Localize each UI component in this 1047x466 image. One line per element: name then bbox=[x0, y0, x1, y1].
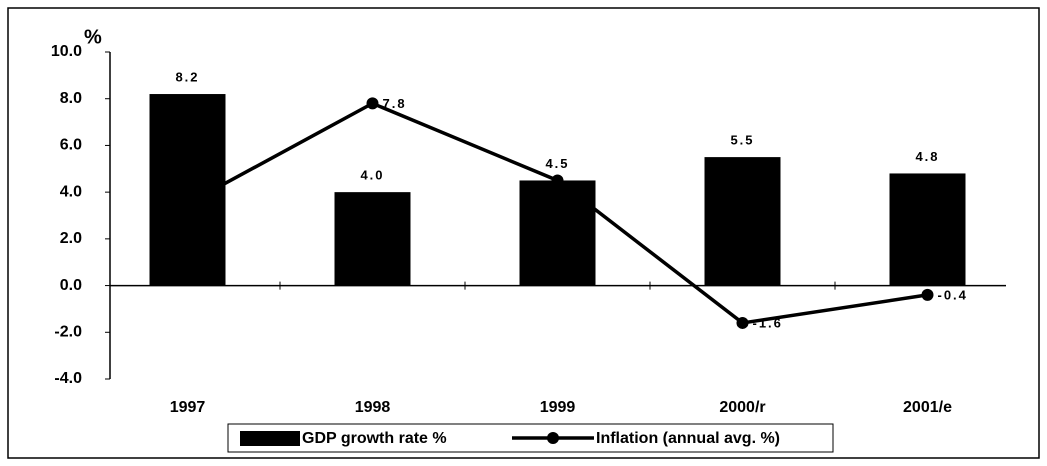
bar bbox=[704, 157, 781, 286]
y-tick-label: 0.0 bbox=[60, 277, 82, 294]
bar bbox=[889, 173, 966, 286]
data-label: 5.5 bbox=[730, 133, 754, 148]
line-marker bbox=[366, 97, 379, 110]
y-tick-label: 8.0 bbox=[60, 90, 82, 107]
data-label: 4.8 bbox=[915, 149, 939, 164]
x-tick-label: 2001/e bbox=[903, 399, 952, 416]
y-tick-label: 4.0 bbox=[60, 183, 82, 200]
line-marker bbox=[736, 316, 749, 329]
y-unit: % bbox=[84, 26, 102, 48]
line-marker bbox=[551, 174, 564, 187]
data-label: 8.2 bbox=[175, 69, 199, 84]
x-tick-label: 1999 bbox=[540, 399, 576, 416]
data-label: 7.8 bbox=[383, 96, 407, 111]
data-label: 4.5 bbox=[545, 156, 569, 171]
legend-label: GDP growth rate % bbox=[302, 430, 447, 447]
line-marker bbox=[921, 288, 934, 301]
legend-swatch-marker bbox=[547, 432, 559, 444]
y-tick-label: -4.0 bbox=[54, 370, 82, 387]
x-tick-label: 1997 bbox=[170, 399, 206, 416]
legend-swatch bbox=[240, 431, 300, 446]
data-label: 4.0 bbox=[360, 168, 384, 183]
bar bbox=[519, 180, 596, 286]
chart-border bbox=[7, 7, 1040, 459]
bar bbox=[334, 192, 411, 286]
data-label: -0.4 bbox=[938, 287, 968, 302]
y-tick-label: -2.0 bbox=[54, 324, 82, 341]
x-tick-label: 1998 bbox=[355, 399, 391, 416]
legend-label: Inflation (annual avg. %) bbox=[596, 430, 780, 447]
x-tick-label: 2000/r bbox=[719, 399, 765, 416]
line-marker bbox=[181, 197, 194, 210]
y-tick-label: 10.0 bbox=[51, 43, 82, 60]
y-tick-label: 2.0 bbox=[60, 230, 82, 247]
y-tick-label: 6.0 bbox=[60, 137, 82, 154]
data-label: -1.6 bbox=[753, 315, 783, 330]
